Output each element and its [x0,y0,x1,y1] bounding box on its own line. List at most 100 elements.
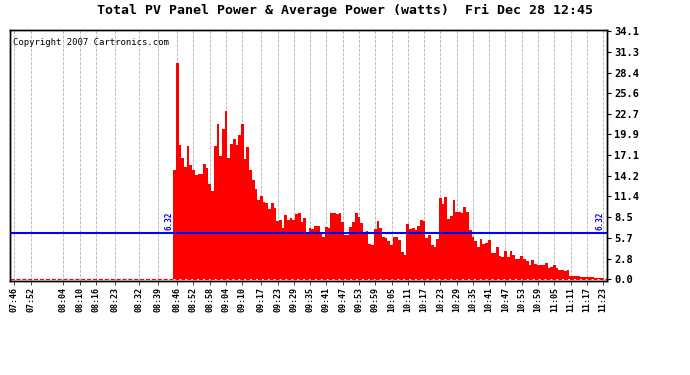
Bar [255,189,257,279]
Bar [322,237,325,279]
Text: Copyright 2007 Cartronics.com: Copyright 2007 Cartronics.com [13,38,169,46]
Bar [409,229,412,279]
Bar [282,228,284,279]
Bar [382,237,385,279]
Bar [195,174,197,279]
Bar [192,170,195,279]
Bar [417,225,420,279]
Bar [520,256,523,279]
Bar [553,266,555,279]
Bar [331,213,333,279]
Bar [273,209,276,279]
Bar [572,276,575,279]
Bar [518,259,520,279]
Bar [189,165,192,279]
Bar [308,228,311,279]
Bar [482,244,485,279]
Bar [355,213,357,279]
Bar [507,257,509,279]
Bar [388,241,390,279]
Bar [471,237,474,279]
Bar [298,213,301,279]
Bar [529,265,531,279]
Bar [368,243,371,279]
Bar [569,276,572,279]
Bar [428,235,431,279]
Bar [217,124,219,279]
Bar [404,255,406,279]
Bar [230,144,233,279]
Text: 6.32: 6.32 [596,212,605,230]
Bar [357,217,360,279]
Bar [390,245,393,279]
Bar [466,213,469,279]
Bar [360,223,363,279]
Bar [187,146,189,279]
Bar [578,276,580,279]
Bar [306,233,308,279]
Bar [268,209,270,279]
Bar [439,198,442,279]
Bar [436,240,439,279]
Bar [197,174,200,279]
Bar [235,146,238,279]
Bar [284,214,287,279]
Bar [537,264,540,279]
Bar [588,277,591,279]
Bar [279,220,282,279]
Bar [509,252,512,279]
Bar [184,166,187,279]
Bar [319,231,322,279]
Bar [352,222,355,279]
Bar [512,255,515,279]
Bar [233,139,235,279]
Bar [599,278,602,279]
Bar [542,265,545,279]
Bar [328,228,331,279]
Bar [406,224,409,279]
Bar [420,220,423,279]
Bar [534,264,537,279]
Bar [488,240,491,279]
Text: 6.32: 6.32 [164,212,174,230]
Bar [444,197,447,279]
Bar [474,241,477,279]
Bar [485,243,488,279]
Bar [455,211,458,279]
Bar [179,145,181,279]
Bar [208,184,211,279]
Bar [401,252,404,279]
Bar [586,277,588,279]
Bar [395,237,398,279]
Bar [464,207,466,279]
Bar [393,237,395,279]
Bar [602,278,604,279]
Bar [181,158,184,279]
Bar [263,202,266,279]
Bar [214,146,217,279]
Bar [442,204,444,279]
Bar [344,235,347,279]
Bar [555,268,558,279]
Bar [566,270,569,279]
Bar [433,247,436,279]
Bar [211,190,214,279]
Bar [238,135,241,279]
Bar [173,170,176,279]
Bar [493,253,496,279]
Bar [575,276,578,279]
Bar [304,218,306,279]
Bar [314,226,317,279]
Bar [333,213,336,279]
Bar [515,259,518,279]
Bar [548,268,550,279]
Bar [561,270,564,279]
Bar [363,232,366,279]
Bar [596,278,599,279]
Bar [461,213,464,279]
Bar [545,263,548,279]
Bar [287,220,290,279]
Bar [496,247,499,279]
Bar [540,266,542,279]
Bar [290,218,293,279]
